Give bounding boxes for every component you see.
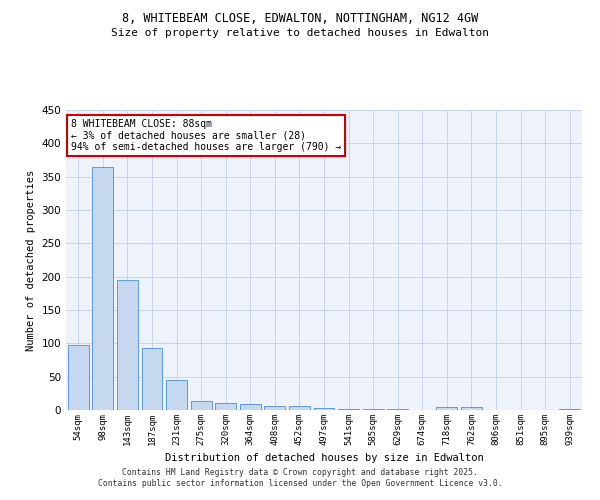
Bar bbox=[461, 408, 482, 410]
Y-axis label: Number of detached properties: Number of detached properties bbox=[26, 170, 36, 350]
Bar bbox=[142, 348, 163, 410]
Bar bbox=[289, 406, 310, 410]
Bar bbox=[191, 402, 212, 410]
X-axis label: Distribution of detached houses by size in Edwalton: Distribution of detached houses by size … bbox=[164, 454, 484, 464]
Bar bbox=[240, 404, 261, 410]
Bar bbox=[215, 404, 236, 410]
Text: 8 WHITEBEAM CLOSE: 88sqm
← 3% of detached houses are smaller (28)
94% of semi-de: 8 WHITEBEAM CLOSE: 88sqm ← 3% of detache… bbox=[71, 119, 341, 152]
Bar bbox=[265, 406, 286, 410]
Bar bbox=[436, 406, 457, 410]
Bar bbox=[117, 280, 138, 410]
Bar bbox=[314, 408, 334, 410]
Bar bbox=[68, 344, 89, 410]
Text: 8, WHITEBEAM CLOSE, EDWALTON, NOTTINGHAM, NG12 4GW: 8, WHITEBEAM CLOSE, EDWALTON, NOTTINGHAM… bbox=[122, 12, 478, 26]
Bar bbox=[166, 380, 187, 410]
Bar bbox=[559, 408, 580, 410]
Bar bbox=[92, 166, 113, 410]
Text: Contains HM Land Registry data © Crown copyright and database right 2025.
Contai: Contains HM Land Registry data © Crown c… bbox=[98, 468, 502, 487]
Text: Size of property relative to detached houses in Edwalton: Size of property relative to detached ho… bbox=[111, 28, 489, 38]
